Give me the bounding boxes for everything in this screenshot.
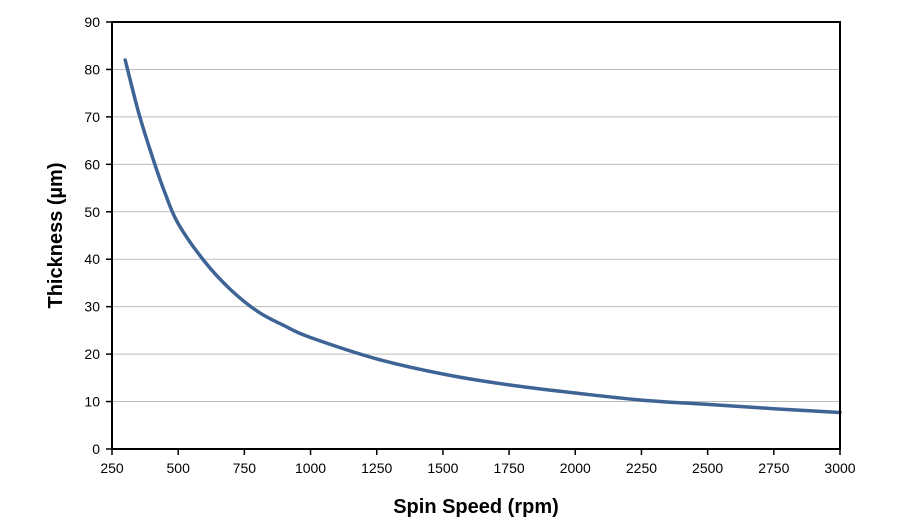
- y-tick-label: 80: [84, 61, 100, 77]
- y-tick-label: 60: [84, 156, 100, 172]
- x-tick-label: 2500: [692, 460, 723, 476]
- x-tick-label: 500: [167, 460, 191, 476]
- y-tick-label: 0: [92, 441, 100, 457]
- x-tick-label: 1750: [494, 460, 525, 476]
- series-group: [123, 58, 842, 415]
- gridlines: [112, 68, 840, 403]
- y-tick-labels: 0 10 20 30 40 50 60 70 80 90: [84, 14, 112, 457]
- x-tick-label: 3000: [824, 460, 855, 476]
- plot-area-border: [111, 21, 841, 450]
- y-tick-label: 40: [84, 251, 100, 267]
- x-tick-label: 2750: [758, 460, 789, 476]
- y-tick-label: 50: [84, 204, 100, 220]
- x-tick-label: 250: [100, 460, 124, 476]
- y-tick-label: 70: [84, 109, 100, 125]
- x-axis-title: Spin Speed (rpm): [393, 496, 559, 518]
- x-tick-label: 1250: [361, 460, 392, 476]
- y-tick-label: 90: [84, 14, 100, 30]
- x-tick-labels: 250 500 750 1000 1250 1500 1750 2000 2250 2500 275…: [100, 449, 856, 476]
- x-tick-label: 2000: [560, 460, 591, 476]
- x-tick-label: 750: [233, 460, 257, 476]
- y-tick-label: 20: [84, 346, 100, 362]
- x-tick-label: 2250: [626, 460, 657, 476]
- series-line: [123, 58, 842, 415]
- y-axis-title: Thickness (µm): [45, 162, 67, 308]
- y-tick-label: 30: [84, 299, 100, 315]
- x-tick-label: 1500: [427, 460, 458, 476]
- x-tick-label: 1000: [295, 460, 326, 476]
- y-tick-label: 10: [84, 394, 100, 410]
